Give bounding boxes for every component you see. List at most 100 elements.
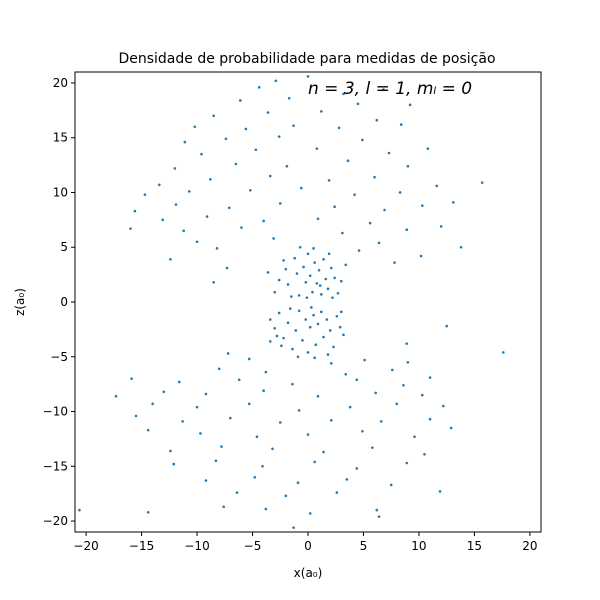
data-point [193,125,197,129]
data-point [348,405,352,409]
data-point [423,452,426,456]
data-point [314,343,318,347]
data-point [277,135,281,138]
scatter-points [78,75,505,529]
x-tick-label: −10 [184,539,209,553]
data-point [316,394,320,398]
data-point [268,340,272,343]
data-point [308,512,312,515]
data-point [282,259,285,262]
y-tick-label: −15 [43,459,68,473]
data-point [336,291,340,295]
data-point [382,88,385,91]
data-point [312,313,315,317]
data-point [78,508,81,512]
data-point [374,391,377,395]
data-point [391,368,394,372]
data-point [297,309,301,313]
data-point [383,208,386,212]
data-point [212,114,215,118]
data-point [322,335,325,339]
data-point [212,280,215,284]
data-point [355,467,359,470]
data-point [306,433,310,436]
x-tick-label: 10 [411,539,426,553]
data-point [292,124,295,127]
data-point [158,183,161,187]
data-point [129,227,132,230]
data-point [389,483,393,487]
data-point [408,103,412,107]
data-point [355,378,359,382]
y-axis-ticks: −20 −15 −10 −5 0 5 10 15 20 [43,76,75,528]
data-point [377,515,381,518]
data-point [294,329,298,332]
data-point [312,247,315,250]
data-point [361,138,364,142]
data-point [311,290,314,294]
data-point [330,362,333,365]
data-point [277,278,281,282]
data-point [326,287,330,291]
data-point [181,420,184,423]
data-point [315,147,319,150]
data-point [247,357,251,361]
data-point [346,159,350,163]
data-point [280,344,283,348]
data-point [278,421,282,424]
data-point [262,389,265,393]
y-tick-label: 0 [60,295,68,309]
data-point [420,204,424,207]
data-point [439,225,443,228]
data-point [244,127,248,131]
y-tick-label: 5 [60,240,68,254]
data-point [328,329,332,332]
data-point [240,226,243,229]
data-point [357,249,361,252]
data-point [317,268,321,272]
data-point [342,333,345,337]
data-point [304,318,308,321]
data-point [247,402,251,406]
data-point [205,215,209,218]
data-point [402,383,405,387]
data-point [379,420,383,423]
y-tick-label: 10 [53,185,68,199]
data-point [308,274,312,278]
data-point [284,267,288,271]
data-point [310,306,313,309]
x-axis-ticks: −20 −15 −10 −5 0 5 10 15 20 [73,532,538,553]
data-point [130,377,133,380]
data-point [146,428,150,432]
data-point [302,265,305,269]
data-point [173,167,177,170]
data-point [199,432,202,435]
data-point [371,446,374,449]
data-point [291,382,294,386]
data-point [114,394,118,398]
data-point [413,435,416,439]
data-point [204,479,208,482]
data-point [253,475,257,479]
data-point [296,355,300,359]
data-point [224,137,228,141]
data-point [318,284,322,287]
data-point [257,86,261,89]
data-point [325,318,329,321]
data-point [313,356,316,360]
y-tick-label: −5 [50,350,68,364]
data-point [222,505,225,509]
data-point [215,247,219,250]
data-point [375,118,379,122]
data-point [313,261,316,264]
y-axis-label: z(a₀) [13,288,27,316]
data-point [227,206,231,210]
data-point [287,96,291,100]
data-point [266,111,270,114]
data-point [217,367,221,371]
x-axis-label: x(a₀) [294,566,323,580]
data-point [178,380,181,384]
data-point [377,241,381,245]
data-point [363,358,366,362]
